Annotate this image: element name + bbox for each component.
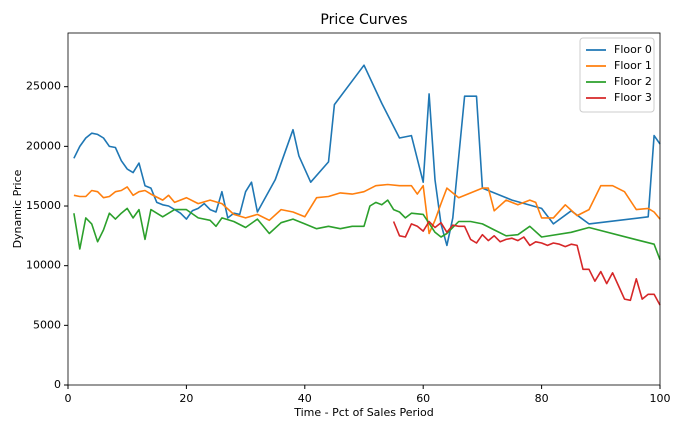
x-tick-label: 80 (535, 392, 549, 405)
x-tick-label: 40 (298, 392, 312, 405)
y-axis-label: Dynamic Price (11, 169, 24, 248)
series-line (73, 64, 661, 247)
series-line (73, 199, 661, 260)
series-line (73, 183, 661, 235)
x-tick-label: 60 (416, 392, 430, 405)
legend-label: Floor 3 (614, 91, 652, 104)
y-tick-label: 10000 (26, 259, 61, 272)
x-tick-label: 20 (179, 392, 193, 405)
y-tick-label: 5000 (33, 318, 61, 331)
x-tick-label: 100 (650, 392, 671, 405)
y-tick-label: 15000 (26, 199, 61, 212)
legend-label: Floor 0 (614, 43, 652, 56)
legend-label: Floor 1 (614, 59, 652, 72)
legend-label: Floor 2 (614, 75, 652, 88)
plot-frame (67, 32, 661, 386)
x-axis-label: Time - Pct of Sales Period (293, 406, 434, 419)
y-tick-label: 25000 (26, 80, 61, 93)
y-tick-label: 20000 (26, 139, 61, 152)
series-line (392, 220, 661, 306)
y-tick-label: 0 (54, 378, 61, 391)
chart-title: Price Curves (320, 12, 407, 28)
x-tick-label: 0 (65, 392, 72, 405)
legend-box (579, 37, 655, 113)
